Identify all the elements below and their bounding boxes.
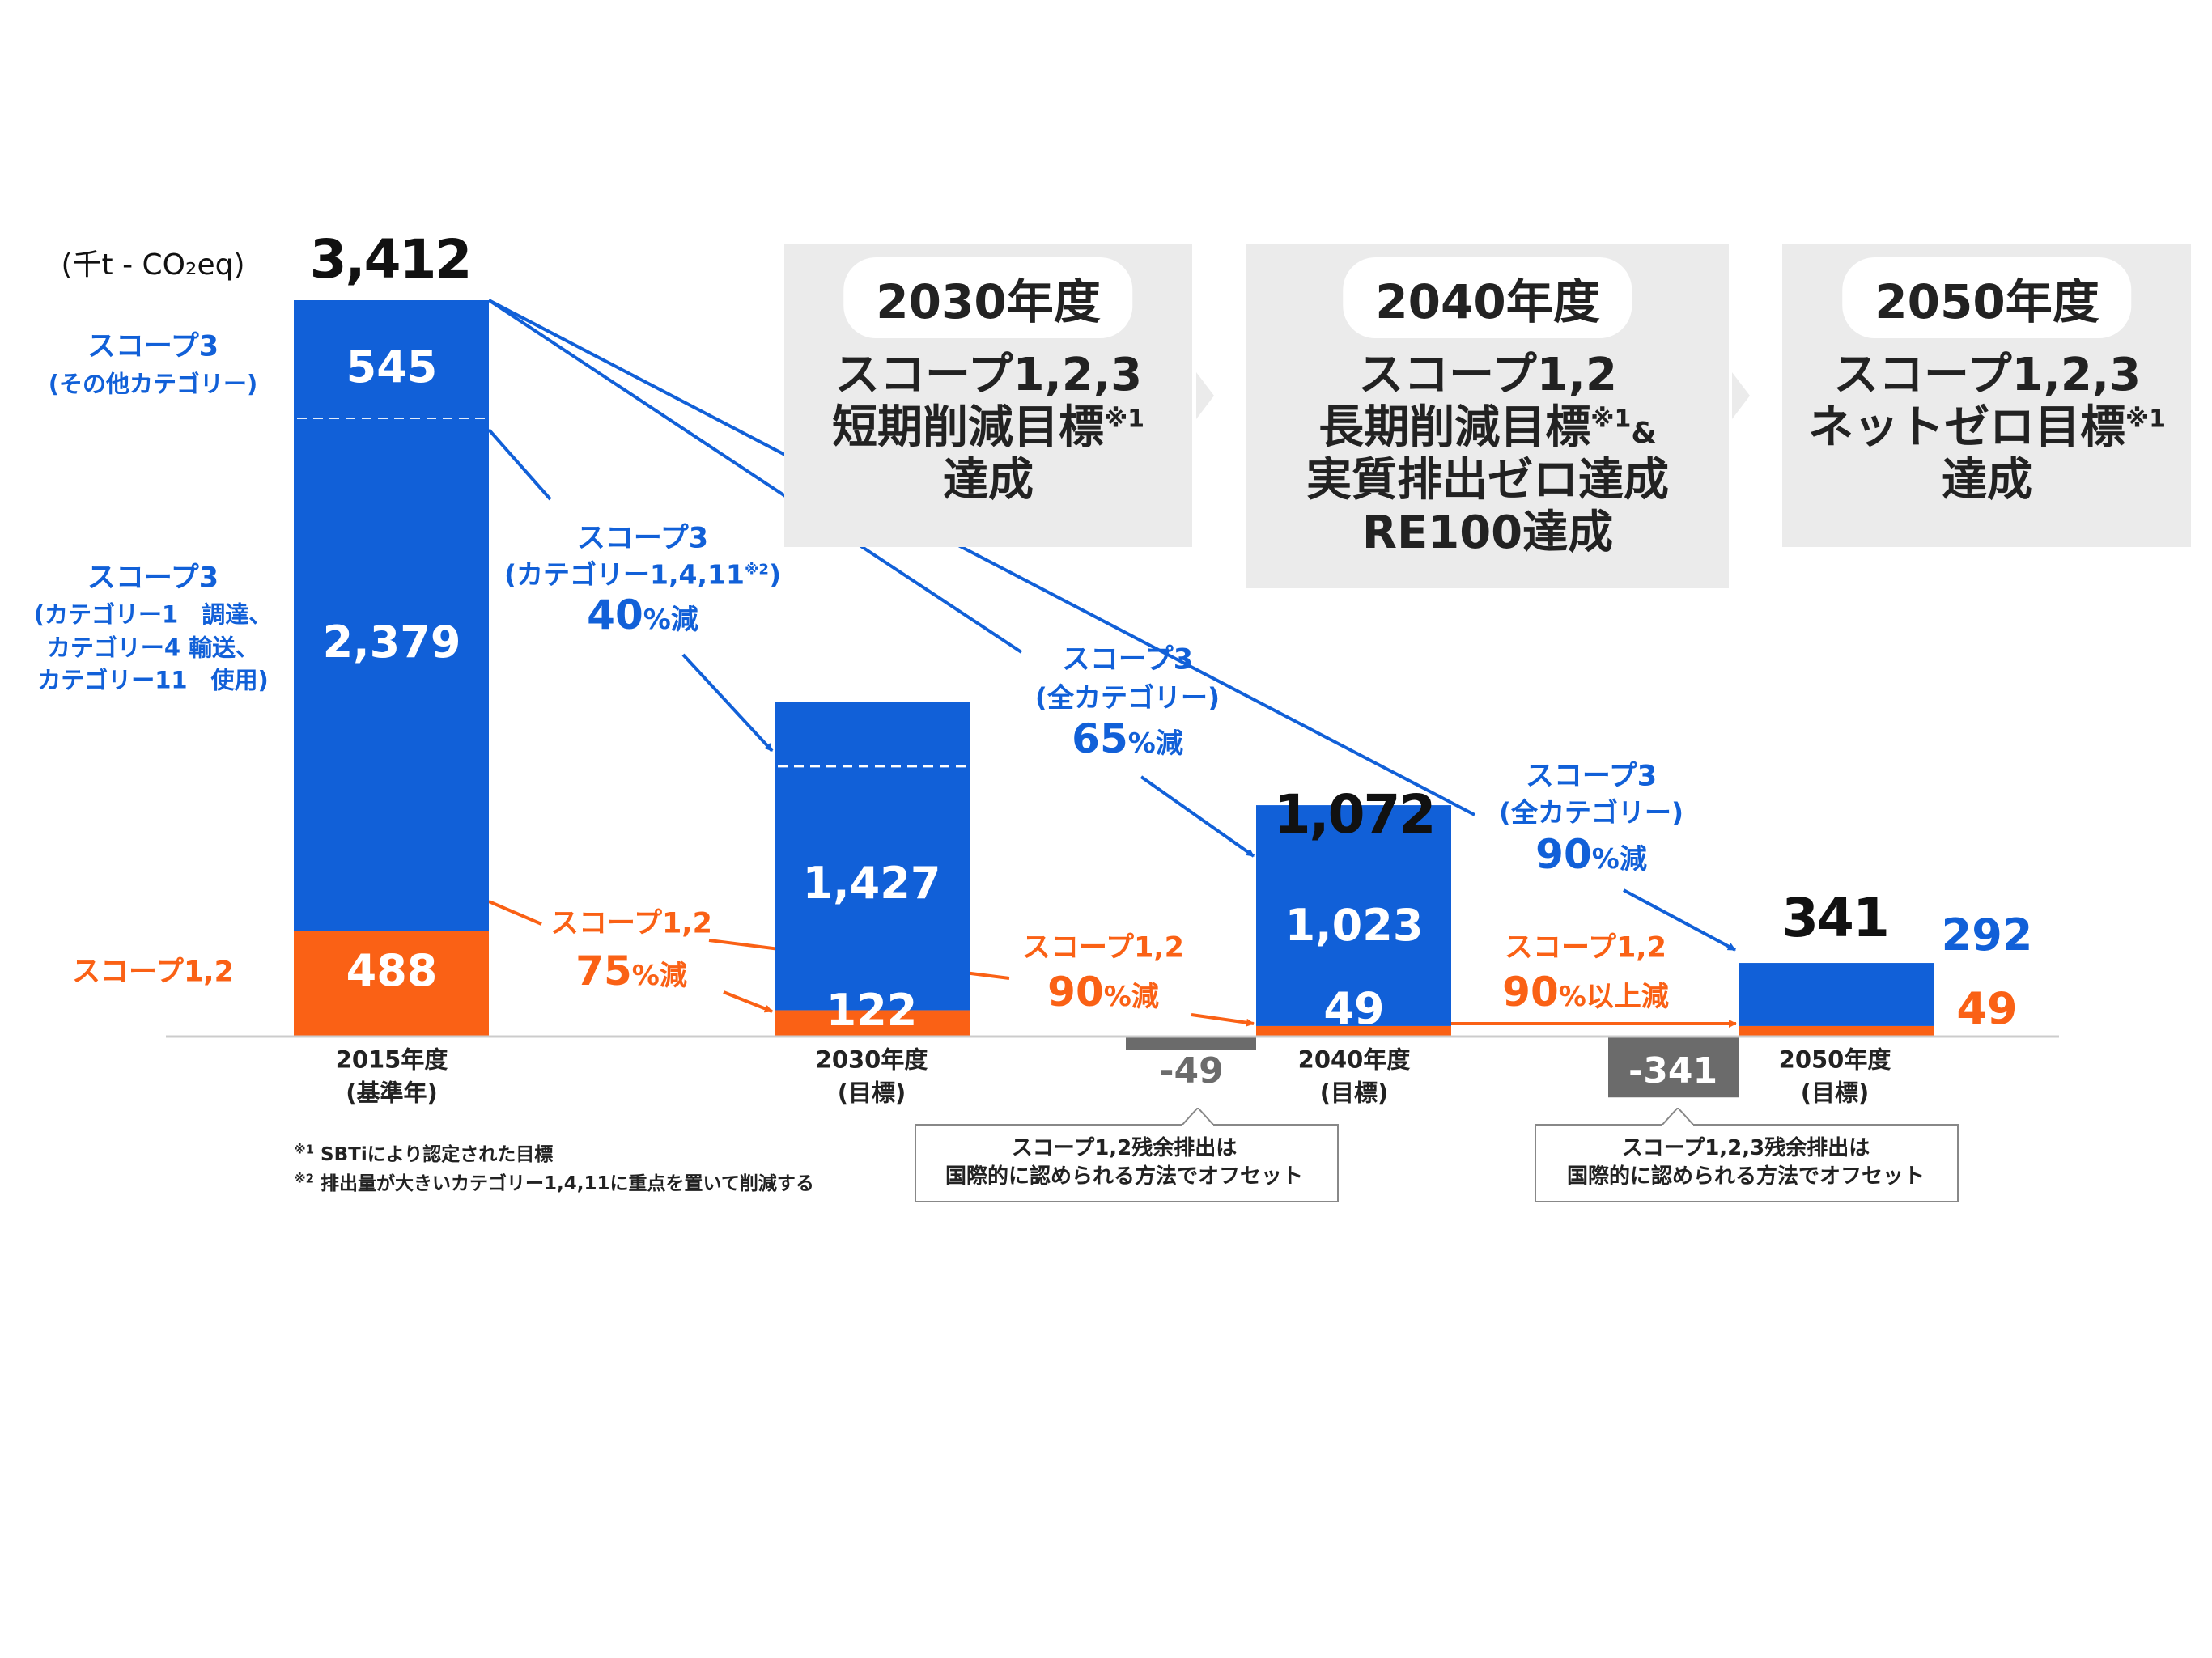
chevron-arrow-icon	[1732, 372, 1750, 419]
legend-scope3-main: スコープ3	[87, 562, 219, 595]
line-s3-cat	[487, 428, 552, 501]
bar-offset-3	[1608, 1037, 1739, 1098]
bar-label-2015-s3: 2,379	[322, 617, 461, 668]
bar-scope12-3	[1739, 1025, 1934, 1037]
bar-label-2030-s12: 122	[826, 985, 918, 1036]
bar-scope12-2	[1256, 1025, 1451, 1037]
callout-text: 国際的に認められる方法でオフセット	[945, 1164, 1304, 1189]
annot-s12-90plus-pct: 90%以上減	[1502, 969, 1669, 1016]
chevron-arrow-icon	[1196, 372, 1214, 419]
total-2015: 3,412	[309, 228, 473, 290]
offset-label-2050: -341	[1628, 1050, 1718, 1092]
annot-s3-65-pct: 65%減	[1072, 715, 1183, 762]
x-tick-sublabel: (基準年)	[346, 1079, 438, 1107]
target-text: ネットゼロ目標※1	[1807, 401, 2167, 454]
bar-label-2040-s12: 49	[1323, 983, 1385, 1034]
bar-label-2050-s12: 49	[1956, 983, 2018, 1034]
bar-label-2015-s12: 488	[346, 945, 438, 996]
bar-label-2015-s3-other: 545	[346, 341, 438, 392]
x-tick-label: 2015年度	[335, 1045, 448, 1074]
target-text: RE100達成	[1361, 507, 1614, 559]
total-2050: 341	[1781, 887, 1890, 949]
target-year-2040: 2040年度	[1343, 257, 1632, 338]
legend-scope12: スコープ1,2	[72, 956, 234, 989]
target-text: 短期削減目標※1	[831, 401, 1145, 454]
legend-scope3-main-sub: (カテゴリー1 調達、	[33, 600, 273, 629]
x-tick-label: 2050年度	[1778, 1045, 1891, 1074]
callout-pointer	[1662, 1108, 1694, 1127]
footnote-2: ※2 排出量が大きいカテゴリー1,4,11に重点を置いて削減する	[294, 1171, 814, 1194]
x-tick-sublabel: (目標)	[1319, 1079, 1389, 1107]
bar-scope3-cat-1	[775, 702, 970, 1011]
bar-label-2050-s3: 292	[1941, 910, 2033, 960]
footnote-1: ※1 SBTiにより認定された目標	[294, 1142, 554, 1165]
target-text: 長期削減目標※1&	[1318, 401, 1657, 454]
target-text: 達成	[1942, 454, 2032, 507]
legend-scope3-other: スコープ3	[87, 330, 219, 363]
bar-offset-2	[1126, 1037, 1256, 1050]
offset-label-2040: -49	[1159, 1050, 1224, 1092]
annot-s3-90-sub: (全カテゴリー)	[1498, 796, 1684, 829]
bar-label-2030-s3: 1,427	[802, 858, 941, 909]
arrow-s12-75	[723, 990, 773, 1013]
bar-scope3-other-0	[294, 300, 489, 418]
x-tick-label: 2030年度	[815, 1045, 928, 1074]
arrow-s3-65	[1140, 775, 1255, 858]
bar-scope12-1	[775, 1010, 970, 1037]
annot-s12-90plus-title: スコープ1,2	[1505, 931, 1666, 965]
arrow-s3-90	[1623, 888, 1736, 952]
bar-scope3-cat-3	[1739, 963, 1934, 1026]
target-text: スコープ1,2,3	[1832, 349, 2142, 401]
target-year-2030: 2030年度	[843, 257, 1133, 338]
offset-callout-2040	[915, 1124, 1339, 1202]
annot-s3-65-title: スコープ3	[1061, 643, 1194, 676]
annot-s12-75-pct: 75%減	[575, 948, 687, 994]
line-s3-90	[488, 299, 1475, 816]
callout-text: スコープ1,2残余排出は	[1011, 1136, 1238, 1160]
annot-s3-cat-sub: (カテゴリー1,4,11※2)	[503, 558, 782, 591]
bar-scope3-cat-0	[294, 418, 489, 931]
target-text: 実質排出ゼロ達成	[1306, 454, 1669, 507]
line-s12-75	[488, 900, 542, 926]
annot-s12-90-pct: 90%減	[1047, 969, 1159, 1016]
arrow-s3-cat	[681, 653, 774, 753]
legend-scope3-other-sub: (その他カテゴリー)	[48, 370, 258, 398]
target-text: スコープ1,2	[1358, 349, 1617, 401]
callout-pointer	[1182, 1108, 1214, 1127]
bar-scope3-cat-2	[1256, 805, 1451, 1026]
callout-text: 国際的に認められる方法でオフセット	[1566, 1164, 1925, 1189]
annot-s3-cat-pct: 40%減	[587, 592, 698, 638]
connector-lines	[487, 299, 1750, 1028]
arrow-s12-90	[1191, 1013, 1255, 1027]
legend-scope3-main-sub: カテゴリー11 使用)	[37, 666, 269, 694]
annot-s3-65-sub: (全カテゴリー)	[1034, 681, 1221, 714]
x-tick-label: 2040年度	[1297, 1045, 1411, 1074]
target-text: スコープ1,2,3	[834, 349, 1143, 401]
target-text: 達成	[943, 454, 1034, 507]
bar-label-2040-s3: 1,023	[1284, 900, 1424, 951]
bar-scope12-0	[294, 931, 489, 1037]
callout-text: スコープ1,2,3残余排出は	[1621, 1136, 1870, 1160]
annot-s3-90-title: スコープ3	[1525, 760, 1658, 793]
total-2040: 1,072	[1273, 783, 1437, 846]
line-s3-65	[487, 299, 1023, 654]
x-tick-sublabel: (目標)	[1800, 1079, 1870, 1107]
unit-label: (千t - CO₂eq)	[61, 248, 245, 282]
annot-s12-90-title: スコープ1,2	[1022, 931, 1184, 965]
annot-s12-75-title: スコープ1,2	[550, 907, 712, 940]
target-year-2050: 2050年度	[1842, 257, 2132, 338]
x-tick-sublabel: (目標)	[837, 1079, 906, 1107]
legend-scope3-main-sub: カテゴリー4 輸送、	[46, 634, 260, 662]
offset-callout-2050	[1535, 1124, 1959, 1202]
annot-s3-cat-title: スコープ3	[576, 522, 709, 555]
annot-s3-90-pct: 90%減	[1535, 831, 1647, 878]
